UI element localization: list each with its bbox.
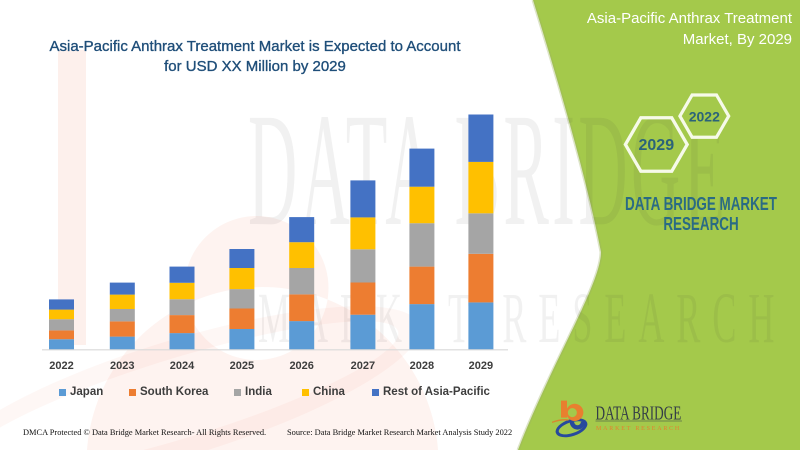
svg-text:2029: 2029	[639, 137, 675, 154]
svg-text:DATA BRIDGE: DATA BRIDGE	[595, 402, 681, 424]
svg-text:2022: 2022	[689, 109, 720, 125]
svg-text:MARKET RESEARCH: MARKET RESEARCH	[596, 426, 681, 432]
